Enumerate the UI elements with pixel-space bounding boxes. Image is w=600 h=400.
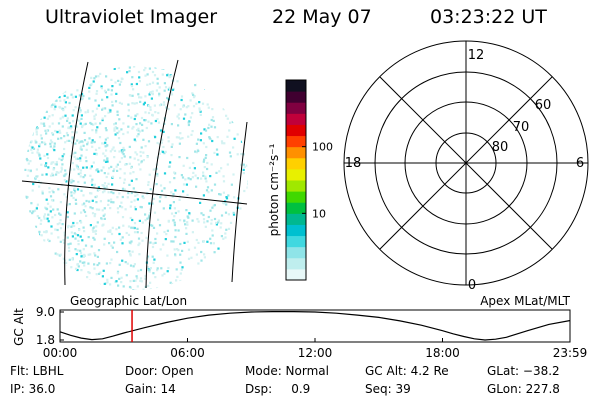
glat-readout: GLat: −38.2: [487, 364, 560, 378]
lat-line: [21, 180, 248, 205]
ip-readout: IP: 36.0: [10, 382, 56, 396]
y-axis-label: GC Alt: [12, 308, 26, 346]
y-tick-label: 9.0: [36, 305, 55, 319]
geographic-label: Geographic Lat/Lon: [70, 294, 187, 308]
colorbar-cell: [286, 135, 306, 148]
colorbar-tick-label: 100: [312, 141, 333, 154]
colorbar-cell: [286, 213, 306, 225]
polar-labels: 12 18 6 0 80 70 60: [345, 48, 584, 293]
colorbar-cell: [286, 168, 306, 181]
x-tick-label: 23:59: [553, 346, 588, 360]
lon-line-2: [145, 59, 179, 289]
lon-line-1: [64, 61, 89, 286]
chart-frame: [59, 309, 571, 343]
colorbar-cells: [286, 80, 306, 281]
mode-readout: Mode: Normal: [245, 364, 329, 378]
polar-plot: [343, 40, 589, 286]
mlat-label-70: 70: [513, 120, 530, 135]
colorbar-cell: [286, 235, 306, 248]
colorbar-label: photon cm⁻²s⁻¹: [267, 143, 281, 236]
colorbar-cell: [286, 102, 306, 114]
colorbar-cell: [286, 157, 306, 170]
x-tick-label: 18:00: [425, 346, 460, 360]
y-ticks: 9.0 1.8: [36, 305, 64, 347]
glon-readout: GLon: 227.8: [487, 382, 560, 396]
gc-alt-readout: GC Alt: 4.2 Re: [365, 364, 449, 378]
colorbar-cell: [286, 224, 306, 237]
mlt-label-12: 12: [468, 48, 485, 63]
filter-readout: Flt: LBHL: [10, 364, 64, 378]
colorbar-cell: [286, 113, 306, 125]
colorbar: 100 10 photon cm⁻²s⁻¹: [267, 79, 333, 281]
colorbar-cell: [286, 91, 306, 103]
observation-date: 22 May 07: [272, 6, 372, 28]
gain-readout: Gain: 14: [125, 382, 176, 396]
colorbar-cell: [286, 124, 306, 137]
mlat-label-80: 80: [492, 140, 509, 155]
mlat-label-60: 60: [535, 98, 552, 113]
colorbar-cell: [286, 191, 306, 203]
observation-time: 03:23:22 UT: [430, 6, 547, 28]
colorbar-cell: [286, 180, 306, 192]
colorbar-cell: [286, 257, 306, 270]
y-tick-label: 1.8: [36, 333, 55, 347]
altitude-chart: 00:00 06:00 12:00 18:00 23:59 9.0 1.8 GC Alt: [12, 305, 587, 360]
colorbar-cell: [286, 146, 306, 159]
mlt-label-0: 0: [468, 278, 476, 293]
x-tick-label: 12:00: [298, 346, 333, 360]
lon-line-3: [231, 121, 248, 283]
lat-lon-grid: [21, 59, 248, 289]
apex-label: Apex MLat/MLT: [480, 294, 570, 308]
polar-diagonal-2: [379, 76, 553, 250]
altitude-curve: [59, 311, 570, 341]
mlt-label-6: 6: [576, 156, 584, 171]
x-ticks: 00:00 06:00 12:00 18:00 23:59: [43, 338, 588, 360]
colorbar-cell: [286, 268, 306, 281]
colorbar-cell: [286, 80, 306, 92]
colorbar-cell: [286, 246, 306, 259]
x-tick-label: 06:00: [170, 346, 205, 360]
mlt-label-18: 18: [345, 156, 362, 171]
colorbar-frame: [285, 79, 307, 281]
colorbar-ticks: 100 10: [302, 141, 333, 220]
dsp-readout: Dsp: 0.9: [245, 382, 311, 396]
colorbar-cell: [286, 202, 306, 214]
x-tick-label: 00:00: [43, 346, 78, 360]
auroral-image-geographic: [21, 59, 248, 290]
door-readout: Door: Open: [125, 364, 194, 378]
emission-speckles: [24, 66, 248, 290]
colorbar-tick-label: 10: [312, 207, 326, 220]
seq-readout: Seq: 39: [365, 382, 411, 396]
instrument-title: Ultraviolet Imager: [45, 6, 218, 28]
